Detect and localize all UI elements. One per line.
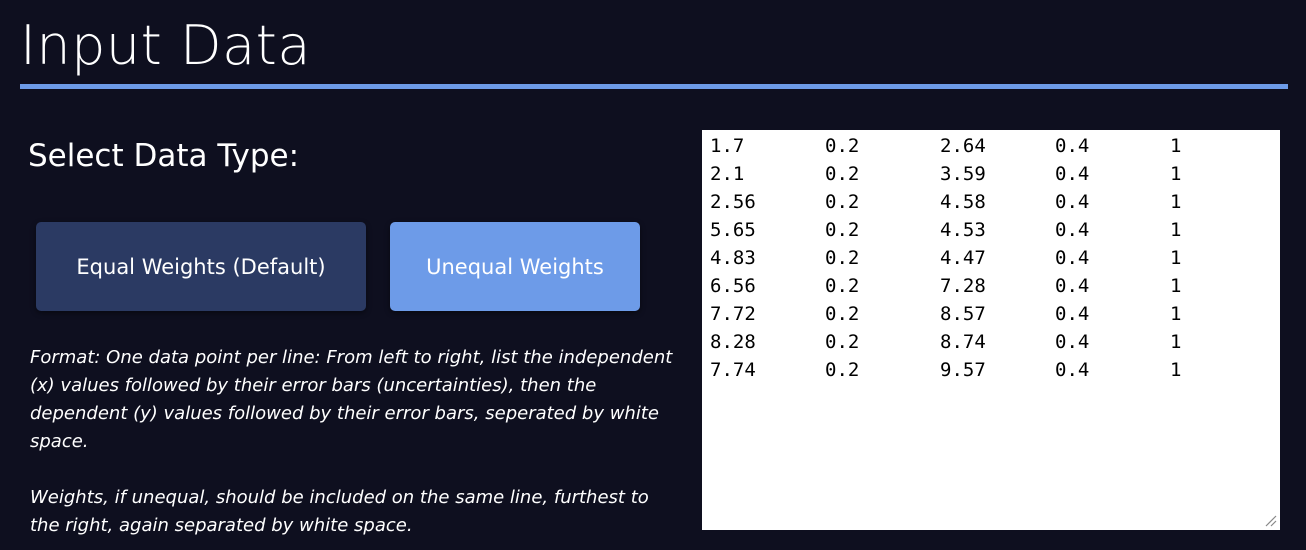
data-cell: 2.64 (940, 135, 986, 157)
data-cell: 0.4 (1055, 331, 1090, 353)
data-cell: 0.2 (825, 191, 860, 213)
data-cell: 1 (1170, 135, 1182, 157)
page-title: Input Data (20, 14, 311, 77)
unequal-weights-button[interactable]: Unequal Weights (390, 222, 640, 311)
data-cell: 0.2 (825, 331, 860, 353)
data-cell: 0.2 (825, 163, 860, 185)
data-row: 4.83 0.2 4.47 0.4 1 (710, 244, 1272, 272)
data-row: 2.56 0.2 4.58 0.4 1 (710, 188, 1272, 216)
data-textarea[interactable]: 1.7 0.2 2.64 0.4 1 2.1 0.2 3.59 0.4 1 2.56 0.2 4.58 0… (702, 130, 1280, 530)
data-cell: 8.74 (940, 331, 986, 353)
data-cell: 4.83 (710, 247, 756, 269)
data-cell: 0.4 (1055, 359, 1090, 381)
data-cell: 4.53 (940, 219, 986, 241)
data-cell: 2.56 (710, 191, 756, 213)
data-cell: 1 (1170, 275, 1182, 297)
data-cell: 9.57 (940, 359, 986, 381)
data-cell: 5.65 (710, 219, 756, 241)
data-cell: 8.57 (940, 303, 986, 325)
weights-description: Weights, if unequal, should be included … (30, 487, 649, 536)
data-cell: 1.7 (710, 135, 745, 157)
data-row: 6.56 0.2 7.28 0.4 1 (710, 272, 1272, 300)
data-row: 7.74 0.2 9.57 0.4 1 (710, 356, 1272, 384)
resize-handle-icon[interactable] (1263, 513, 1277, 527)
data-cell: 3.59 (940, 163, 986, 185)
data-rows: 1.7 0.2 2.64 0.4 1 2.1 0.2 3.59 0.4 1 2.56 0.2 4.58 0… (710, 132, 1272, 384)
data-cell: 1 (1170, 163, 1182, 185)
data-row: 2.1 0.2 3.59 0.4 1 (710, 160, 1272, 188)
data-type-label: Select Data Type: (28, 138, 300, 174)
data-cell: 4.47 (940, 247, 986, 269)
data-cell: 8.28 (710, 331, 756, 353)
data-cell: 6.56 (710, 275, 756, 297)
data-cell: 7.74 (710, 359, 756, 381)
title-divider (20, 84, 1288, 89)
data-cell: 0.2 (825, 135, 860, 157)
data-cell: 2.1 (710, 163, 745, 185)
data-cell: 0.4 (1055, 247, 1090, 269)
data-cell: 0.4 (1055, 219, 1090, 241)
data-cell: 0.2 (825, 303, 860, 325)
data-cell: 0.2 (825, 359, 860, 381)
data-row: 1.7 0.2 2.64 0.4 1 (710, 132, 1272, 160)
data-cell: 7.72 (710, 303, 756, 325)
format-description: Format: One data point per line: From le… (30, 347, 673, 452)
data-row: 5.65 0.2 4.53 0.4 1 (710, 216, 1272, 244)
data-cell: 0.4 (1055, 275, 1090, 297)
data-cell: 0.4 (1055, 303, 1090, 325)
data-cell: 1 (1170, 247, 1182, 269)
data-cell: 7.28 (940, 275, 986, 297)
data-cell: 0.2 (825, 275, 860, 297)
equal-weights-button[interactable]: Equal Weights (Default) (36, 222, 366, 311)
data-cell: 4.58 (940, 191, 986, 213)
data-cell: 0.4 (1055, 191, 1090, 213)
data-cell: 0.2 (825, 219, 860, 241)
data-cell: 1 (1170, 359, 1182, 381)
data-cell: 0.2 (825, 247, 860, 269)
data-row: 7.72 0.2 8.57 0.4 1 (710, 300, 1272, 328)
data-cell: 1 (1170, 191, 1182, 213)
data-cell: 1 (1170, 219, 1182, 241)
data-cell: 1 (1170, 331, 1182, 353)
data-row: 8.28 0.2 8.74 0.4 1 (710, 328, 1272, 356)
data-cell: 1 (1170, 303, 1182, 325)
data-cell: 0.4 (1055, 163, 1090, 185)
format-instructions: Format: One data point per line: From le… (30, 344, 680, 550)
data-cell: 0.4 (1055, 135, 1090, 157)
